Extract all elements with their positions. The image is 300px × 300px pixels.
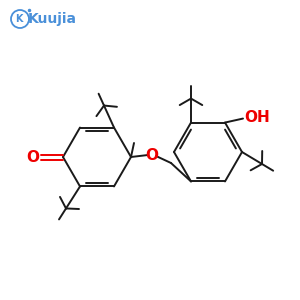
Text: OH: OH [244,110,270,125]
Text: O: O [146,148,158,163]
Text: K: K [15,14,23,24]
Text: O: O [26,149,40,164]
Text: Kuujia: Kuujia [28,12,76,26]
